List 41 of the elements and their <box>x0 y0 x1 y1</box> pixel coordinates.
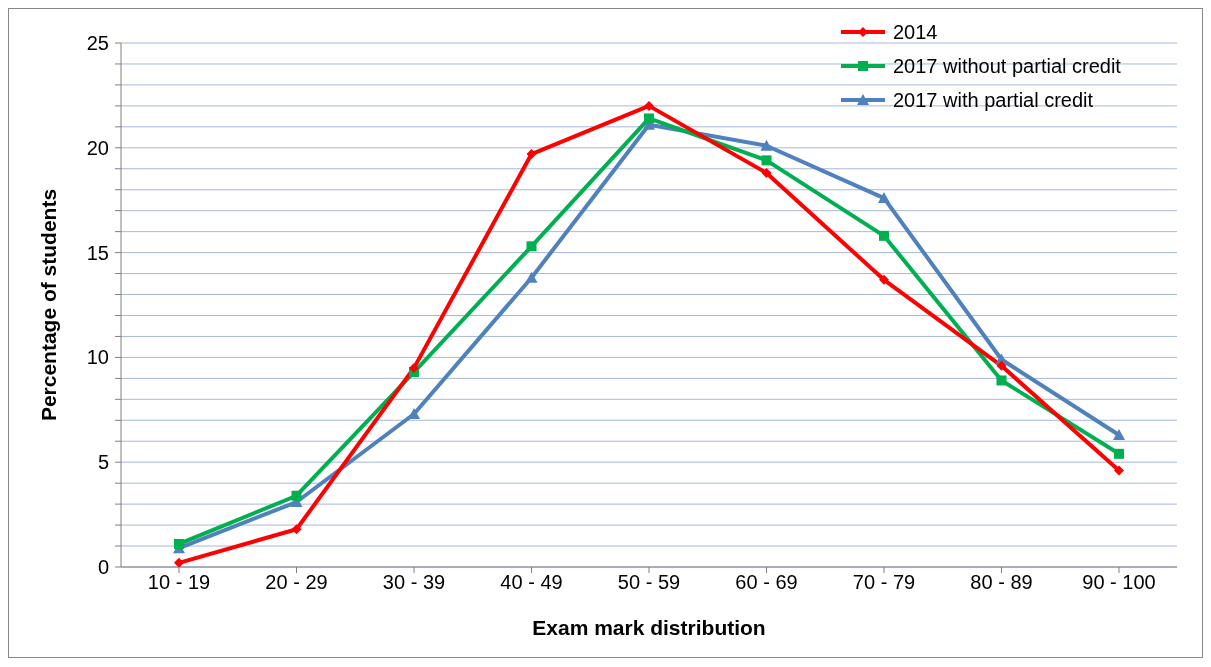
point <box>409 362 419 373</box>
x-tick-label: 50 - 59 <box>617 571 681 594</box>
y-tick-label: 20 <box>86 136 109 159</box>
point <box>644 113 654 124</box>
x-axis-title: Exam mark distribution <box>532 616 766 639</box>
point <box>879 274 889 285</box>
legend-label: 2014 <box>893 20 938 44</box>
point <box>291 490 302 501</box>
point <box>1114 448 1124 459</box>
point <box>1113 428 1125 440</box>
point <box>761 167 772 178</box>
y-tick-label: 0 <box>97 556 109 578</box>
y-axis-title: Percentage of students <box>37 188 61 422</box>
y-tick-label: 25 <box>86 32 109 54</box>
point <box>526 241 537 252</box>
x-tick-label: 70 - 79 <box>852 571 916 594</box>
point <box>879 230 889 241</box>
point <box>174 538 184 549</box>
point <box>878 192 890 204</box>
legend-label: 2017 with partial credit <box>893 88 1094 112</box>
x-tick-label: 80 - 89 <box>970 571 1033 594</box>
x-tick-label: 90 - 100 <box>1082 571 1156 594</box>
y-tick-label: 15 <box>86 241 109 264</box>
y-tick-label: 5 <box>97 451 109 474</box>
x-tick-label: 10 - 19 <box>147 571 211 594</box>
x-tick-label: 40 - 49 <box>500 571 563 594</box>
point <box>174 557 184 567</box>
point <box>644 100 654 111</box>
point <box>525 271 538 283</box>
x-tick-label: 30 - 39 <box>382 571 446 594</box>
y-tick-label: 10 <box>86 346 109 369</box>
point <box>291 524 302 535</box>
legend-label: 2017 without partial credit <box>893 54 1121 78</box>
point <box>761 155 772 166</box>
point <box>996 360 1007 371</box>
point <box>526 149 537 160</box>
x-tick-label: 20 - 29 <box>265 571 328 594</box>
point <box>760 139 773 151</box>
x-tick-label: 60 - 69 <box>735 571 798 594</box>
point <box>1114 465 1124 476</box>
point <box>996 375 1007 386</box>
